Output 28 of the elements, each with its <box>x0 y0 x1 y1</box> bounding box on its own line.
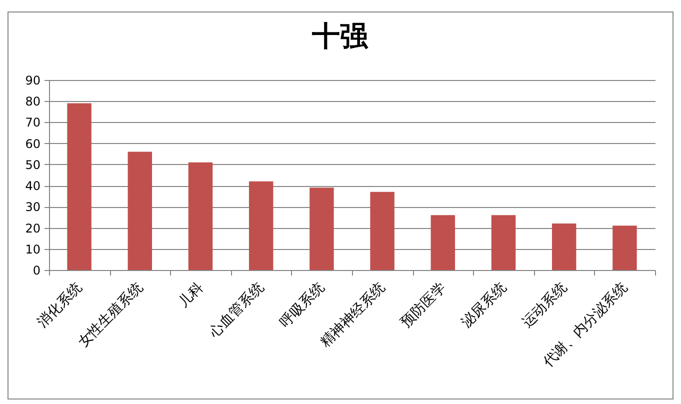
y-tick-label: 20 <box>25 221 40 236</box>
bar <box>128 152 152 270</box>
y-tick-label: 70 <box>25 116 40 130</box>
bar <box>188 162 213 270</box>
x-tick-label: 心血管系统 <box>206 280 268 342</box>
x-tick-label: 泌尿系统 <box>458 280 510 331</box>
bar <box>248 181 274 270</box>
x-tick-label: 呼吸系统 <box>276 280 328 331</box>
y-tick-label: 40 <box>25 179 40 194</box>
y-tick-label: 0 <box>32 264 40 278</box>
x-tick-label: 消化系统 <box>34 280 86 331</box>
y-tick-label: 90 <box>25 74 40 88</box>
x-tick-label: 运动系统 <box>519 280 570 331</box>
y-tick-label: 80 <box>25 94 40 109</box>
chart-title: 十强 <box>311 20 369 52</box>
bar <box>67 103 92 270</box>
y-tick-label: 30 <box>25 200 40 214</box>
bar <box>552 224 576 270</box>
bar <box>612 226 637 270</box>
bar <box>310 188 334 270</box>
x-tick-label: 预防医学 <box>398 280 450 331</box>
bar <box>430 215 456 270</box>
x-tick-label: 儿科 <box>176 280 207 311</box>
y-tick-label: 50 <box>25 158 40 172</box>
y-tick-label: 60 <box>25 136 40 151</box>
bar <box>370 192 394 270</box>
y-tick-label: 10 <box>25 242 40 256</box>
bar <box>491 215 516 270</box>
